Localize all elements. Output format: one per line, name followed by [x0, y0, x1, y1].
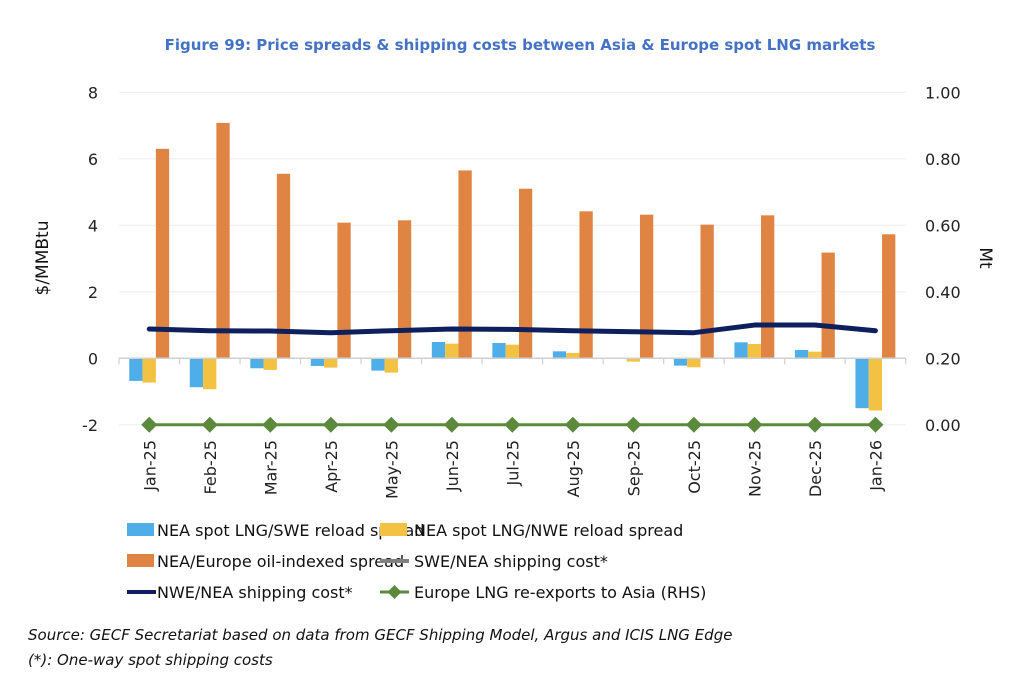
x-tick-label: Mar-25: [261, 440, 280, 495]
data-point-marker: [867, 416, 884, 433]
data-point-marker: [322, 416, 339, 433]
x-tick-label: Apr-25: [322, 440, 341, 493]
x-tick-label: Jul-25: [503, 440, 522, 486]
bar: [761, 215, 775, 359]
legend-label: NEA/Europe oil-indexed spread: [157, 552, 404, 571]
data-point-marker: [383, 416, 400, 433]
y2-tick-label: 0.40: [925, 283, 961, 302]
y2-tick-label: 0.60: [925, 216, 961, 235]
bar: [276, 173, 291, 359]
bar: [687, 358, 701, 368]
x-tick-label: Nov-25: [745, 440, 764, 497]
bar: [673, 358, 688, 366]
bar: [747, 344, 762, 359]
bar: [371, 358, 385, 371]
legend-label: Europe LNG re-exports to Asia (RHS): [414, 583, 706, 602]
y-tick-label: 6: [88, 150, 98, 169]
data-point-marker: [443, 416, 460, 433]
y2-tick-label: 0.80: [925, 150, 961, 169]
bar: [700, 224, 714, 359]
bar: [189, 358, 204, 388]
y-tick-label: 0: [88, 349, 98, 368]
x-tick-label: Sep-25: [624, 440, 643, 496]
y2-axis-title: Mt: [975, 247, 995, 269]
bar: [310, 358, 325, 366]
legend-swatch: [127, 554, 154, 567]
data-point-marker: [685, 416, 702, 433]
data-point-marker: [625, 416, 642, 433]
y-tick-label: -2: [82, 416, 98, 435]
bar: [626, 358, 640, 362]
bar: [250, 358, 264, 369]
data-point-marker: [746, 416, 763, 433]
x-tick-label: Jun-25: [443, 440, 462, 492]
bar: [821, 252, 835, 359]
bar: [142, 358, 156, 383]
legend-label: NEA spot LNG/SWE reload spread: [157, 521, 424, 540]
bar: [492, 343, 506, 359]
bar: [263, 358, 277, 370]
bar: [868, 358, 883, 411]
footnote: (*): One-way spot shipping costs: [28, 651, 273, 669]
y2-tick-label: 0.20: [925, 349, 961, 368]
legend-swatch: [127, 523, 154, 536]
gridlines: [119, 91, 906, 426]
data-point-marker: [262, 416, 279, 433]
bar: [882, 234, 896, 359]
line-nwe-nea-shipping-cost-: [146, 322, 878, 336]
bar: [794, 349, 809, 359]
bar: [855, 358, 869, 409]
bar: [155, 148, 170, 359]
bar: [734, 342, 748, 359]
bar: [397, 220, 412, 359]
bar: [579, 211, 593, 359]
x-tick-label: Oct-25: [685, 440, 704, 494]
x-tick-label: May-25: [382, 440, 401, 499]
chart-title: Figure 99: Price spreads & shipping cost…: [165, 36, 876, 54]
y-tick-label: 8: [88, 83, 98, 102]
y2-tick-label: 1.00: [925, 83, 961, 102]
legend-label: NEA spot LNG/NWE reload spread: [414, 521, 683, 540]
y2-tick-label: 0.00: [925, 416, 961, 435]
lines: [141, 322, 884, 433]
bar: [518, 188, 533, 359]
y-axis-title: $/MMBtu: [33, 221, 53, 296]
data-point-marker: [201, 416, 218, 433]
legend-swatch: [380, 523, 407, 536]
x-tick-label: Dec-25: [806, 440, 825, 497]
bar: [129, 358, 143, 381]
data-point-marker: [806, 416, 823, 433]
y-tick-label: 2: [88, 283, 98, 302]
bar: [566, 352, 580, 359]
x-tick-label: Feb-25: [201, 440, 220, 494]
data-point-marker: [504, 416, 521, 433]
bar: [384, 358, 398, 373]
bar: [505, 344, 519, 359]
legend-marker: [387, 585, 402, 599]
x-tick-label: Aug-25: [564, 440, 583, 497]
bar: [808, 351, 822, 359]
bar: [203, 358, 217, 390]
bar: [552, 351, 567, 359]
x-tick-label: Jan-25: [140, 440, 159, 492]
bar: [458, 170, 472, 359]
source-note: Source: GECF Secretariat based on data f…: [28, 626, 732, 644]
bar: [445, 343, 459, 359]
y-tick-label: 4: [88, 216, 98, 235]
bar: [639, 214, 654, 359]
legend-label: NWE/NEA shipping cost*: [157, 583, 353, 602]
legend-label: SWE/NEA shipping cost*: [414, 552, 608, 571]
x-tick-label: Jan-26: [866, 440, 885, 492]
data-point-marker: [141, 416, 158, 433]
bars: [129, 122, 896, 411]
bar: [324, 358, 338, 368]
bar: [431, 342, 446, 359]
bar: [216, 122, 230, 359]
bar: [337, 222, 351, 359]
data-point-marker: [564, 416, 581, 433]
axes: -2 0 2 4 6 8 0.00 0.20 0.40 0.60 0.80 1.00 Jan-25 Feb…: [82, 83, 961, 499]
